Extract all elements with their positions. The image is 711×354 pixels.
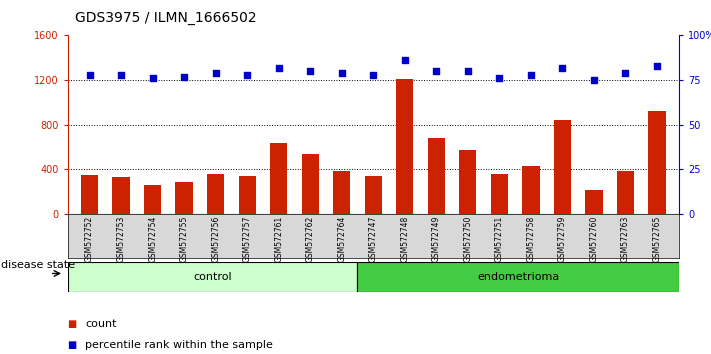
Text: GSM572750: GSM572750 (464, 216, 472, 262)
Point (147, 75, 159, 81)
Text: GSM572748: GSM572748 (400, 216, 410, 262)
Point (178, 74, 190, 79)
Text: GSM572763: GSM572763 (621, 216, 630, 262)
Point (557, 65, 568, 70)
Bar (270, 143, 287, 214)
Bar (522, 166, 540, 214)
Point (336, 70, 348, 76)
Bar (554, 120, 571, 214)
Bar (396, 79, 414, 214)
Bar (144, 185, 161, 214)
Bar (616, 171, 634, 214)
Text: percentile rank within the sample: percentile rank within the sample (85, 340, 273, 350)
Text: GSM572759: GSM572759 (558, 216, 567, 262)
Text: GSM572760: GSM572760 (589, 216, 599, 262)
Point (115, 72, 127, 78)
Point (525, 72, 537, 78)
Point (210, 70, 221, 76)
Text: GSM572752: GSM572752 (85, 216, 94, 262)
Text: GSM572764: GSM572764 (337, 216, 346, 262)
Text: ■: ■ (68, 319, 77, 329)
Text: GSM572749: GSM572749 (432, 216, 441, 262)
Text: GSM572753: GSM572753 (117, 216, 126, 262)
Point (84, 72, 95, 78)
Point (431, 68, 442, 74)
Point (588, 77, 599, 83)
Point (304, 68, 316, 74)
Bar (81, 175, 98, 214)
Text: ■: ■ (68, 340, 77, 350)
Point (242, 72, 253, 78)
Bar (176, 182, 193, 214)
Text: GSM572751: GSM572751 (495, 216, 504, 262)
Bar (357, 262, 679, 292)
Bar (365, 176, 382, 214)
Bar (238, 176, 256, 214)
Text: GDS3975 / ILMN_1666502: GDS3975 / ILMN_1666502 (75, 11, 256, 25)
Bar (459, 150, 476, 214)
Text: disease state: disease state (1, 259, 75, 270)
Bar (427, 138, 445, 214)
Bar (207, 174, 225, 214)
Text: GSM572765: GSM572765 (653, 216, 661, 262)
Bar (301, 154, 319, 214)
Bar (648, 112, 665, 214)
Bar (68, 262, 357, 292)
Text: count: count (85, 319, 117, 329)
Text: GSM572747: GSM572747 (369, 216, 378, 262)
Text: endometrioma: endometrioma (477, 272, 560, 282)
Point (462, 68, 474, 74)
Point (399, 58, 410, 63)
Text: GSM572755: GSM572755 (180, 216, 188, 262)
Text: GSM572756: GSM572756 (211, 216, 220, 262)
Bar (585, 190, 603, 214)
Text: control: control (193, 272, 232, 282)
Point (651, 63, 663, 69)
Bar (491, 174, 508, 214)
Text: GSM572757: GSM572757 (242, 216, 252, 262)
Point (273, 65, 284, 70)
Point (493, 75, 505, 81)
Text: GSM572758: GSM572758 (526, 216, 535, 262)
Text: GSM572754: GSM572754 (148, 216, 157, 262)
Text: GSM572762: GSM572762 (306, 216, 315, 262)
Text: GSM572761: GSM572761 (274, 216, 283, 262)
Bar (112, 177, 130, 214)
Point (620, 70, 631, 76)
Point (368, 72, 379, 78)
Bar (333, 171, 351, 214)
